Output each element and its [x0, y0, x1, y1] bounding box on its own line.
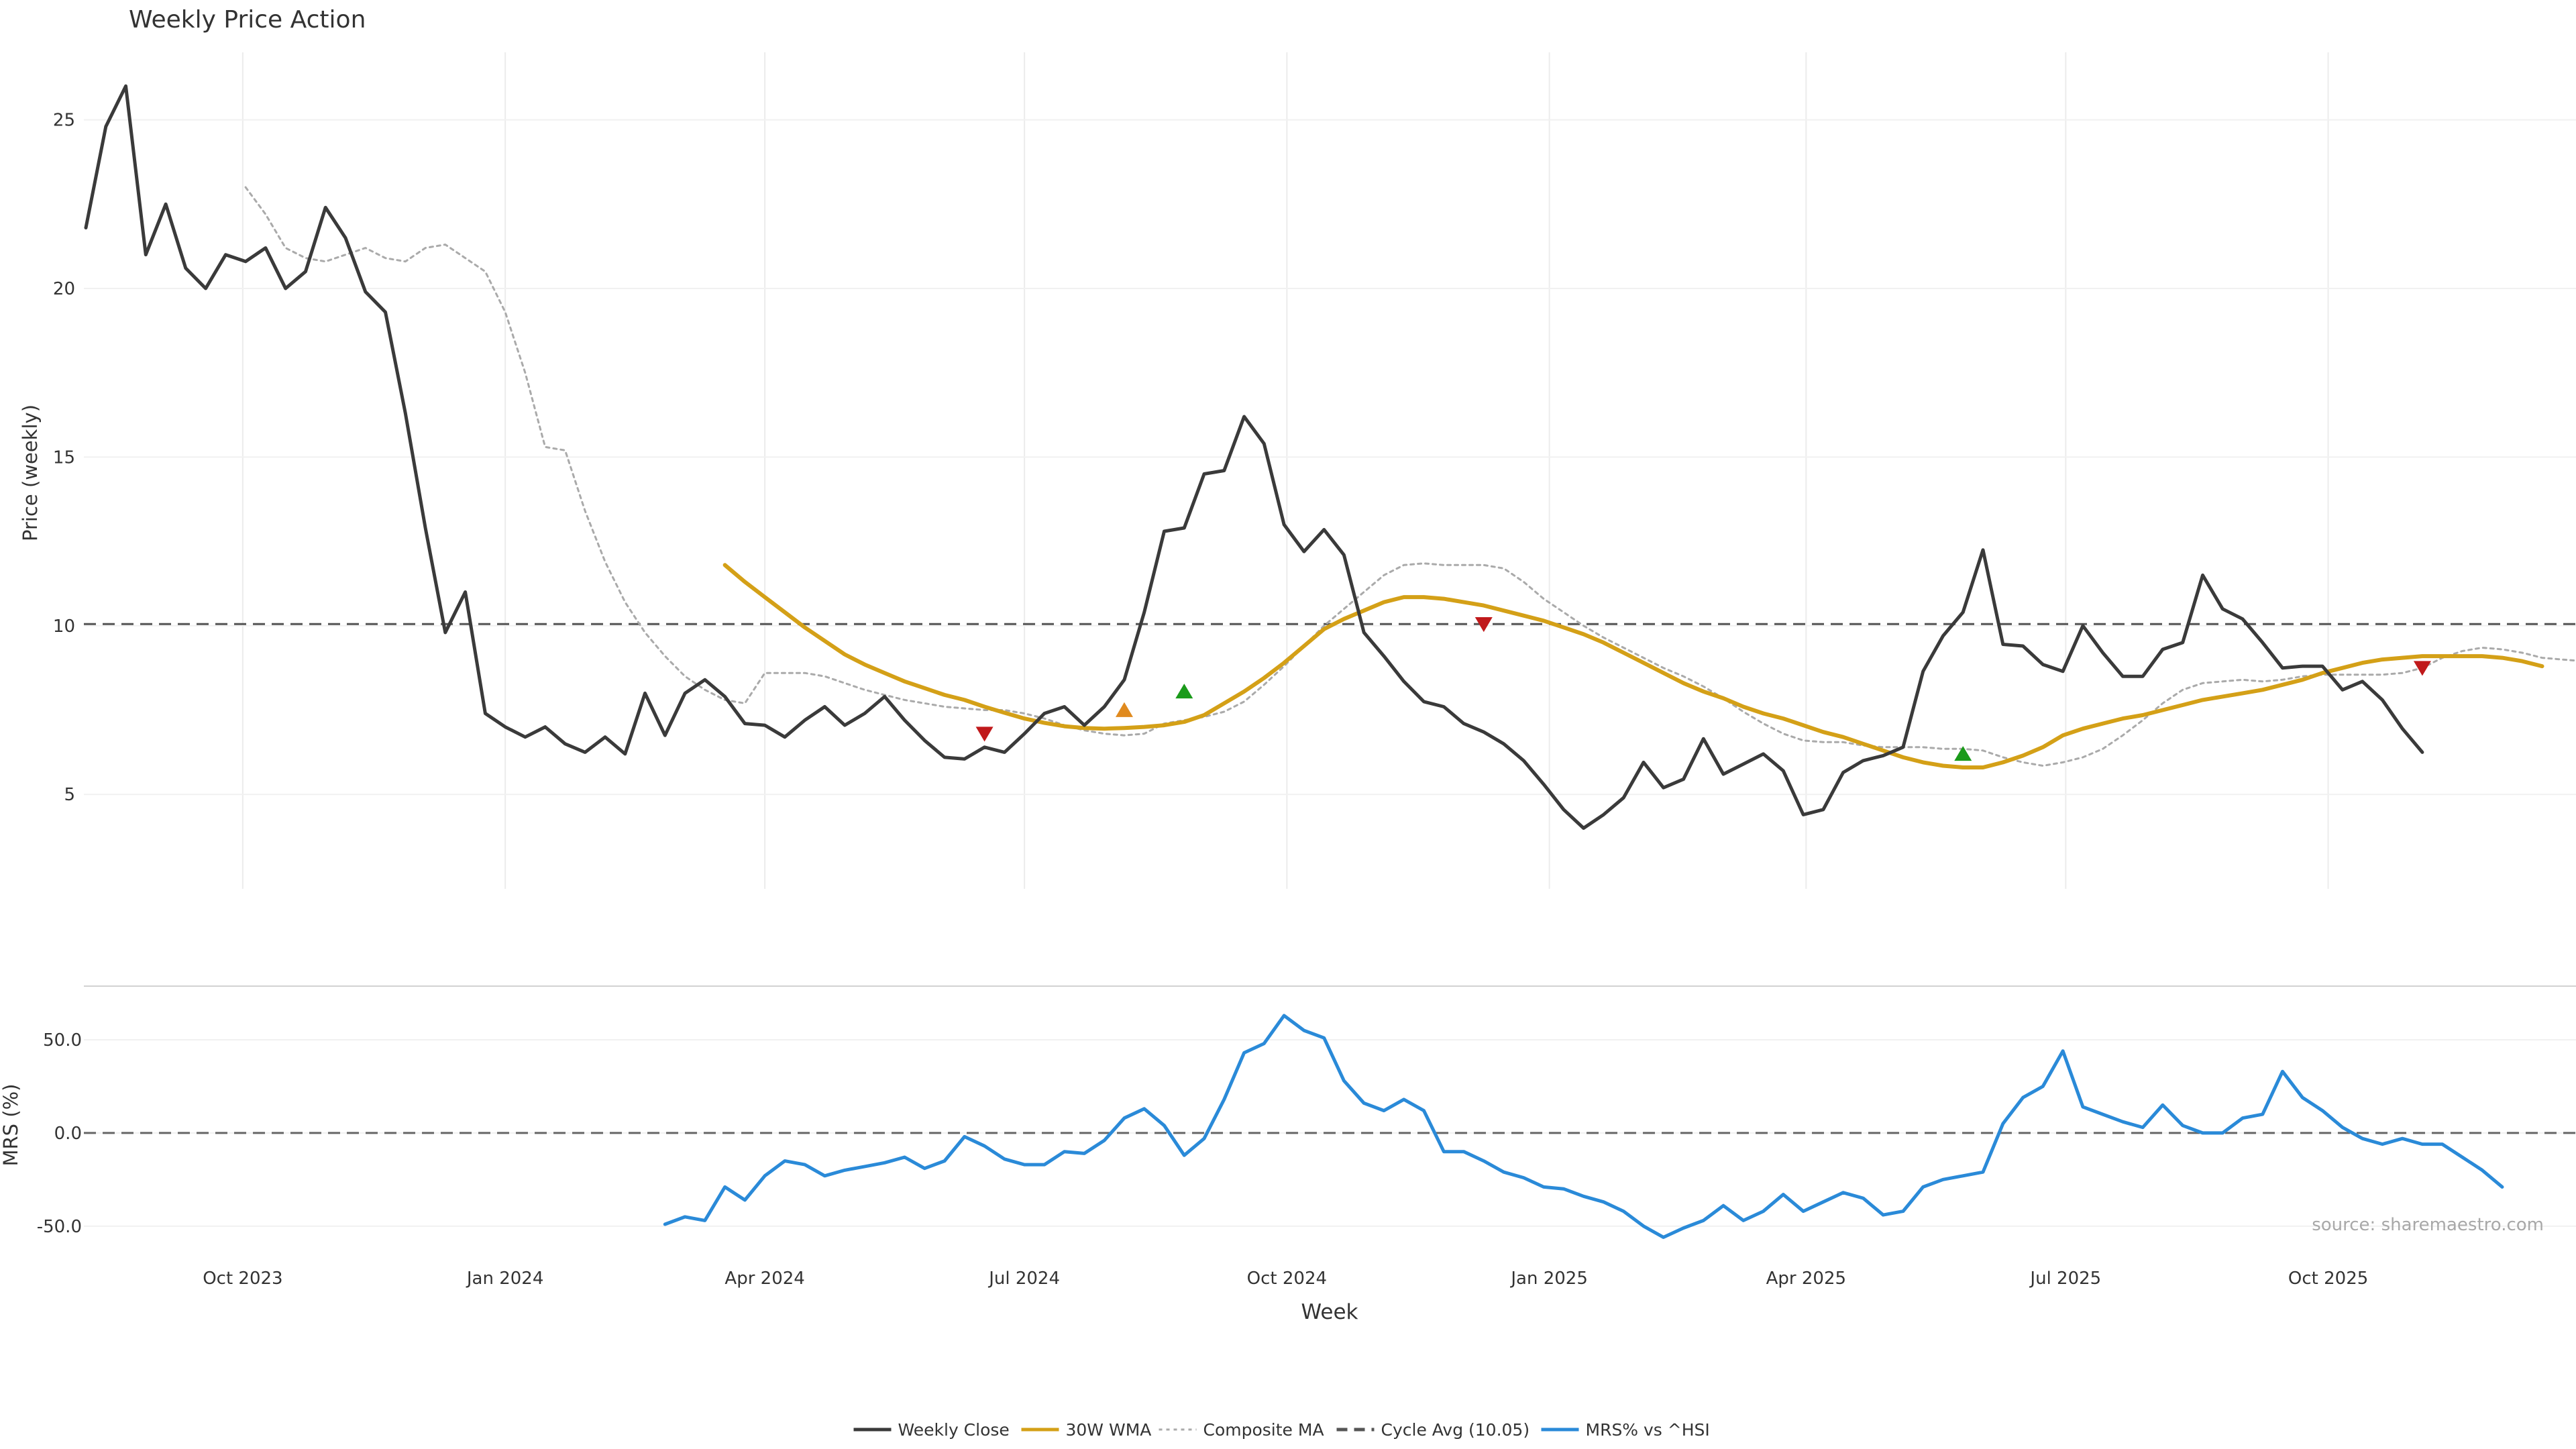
legend-label: Cycle Avg (10.05)	[1381, 1420, 1530, 1440]
price-y-tick-label: 20	[53, 279, 75, 299]
wma-30w-line	[722, 563, 2544, 769]
weekly-close-line	[84, 84, 2424, 830]
sell-signal-marker	[975, 727, 994, 742]
legend-item: 30W WMA	[1021, 1420, 1152, 1440]
x-tick-label: Oct 2023	[203, 1269, 282, 1289]
mrs-axis-label: MRS (%)	[0, 1084, 22, 1167]
sell-signal-marker	[1474, 616, 1493, 633]
x-tick-label: Oct 2024	[1247, 1269, 1327, 1289]
legend-label: Composite MA	[1203, 1420, 1324, 1440]
sell-signal-marker	[2413, 661, 2431, 676]
mrs-y-tick-label: -50.0	[37, 1217, 82, 1237]
legend-label: Weekly Close	[898, 1420, 1010, 1440]
chart-title: Weekly Price Action	[129, 6, 366, 34]
price-y-tick-label: 15	[53, 447, 75, 468]
price-panel-grid	[84, 52, 2576, 889]
x-tick-label: Apr 2025	[1766, 1269, 1846, 1289]
legend: Weekly Close 30W WMA Composite MA Cycle Avg…	[853, 1420, 1710, 1440]
buy-signal-marker	[1175, 684, 1193, 699]
legend-item: MRS% vs ^HSI	[1541, 1420, 1710, 1440]
signal-markers	[975, 616, 2431, 761]
x-tick-label: Oct 2025	[2288, 1269, 2368, 1289]
price-y-tick-label: 25	[53, 111, 75, 131]
legend-label: MRS% vs ^HSI	[1586, 1420, 1710, 1440]
x-axis-label: Week	[1301, 1300, 1358, 1324]
x-tick-label: Apr 2024	[724, 1269, 804, 1289]
buy-signal-marker	[1115, 702, 1133, 717]
price-y-tick-label: 10	[53, 616, 75, 637]
x-tick-label: Jul 2024	[987, 1269, 1060, 1289]
legend-label: 30W WMA	[1066, 1420, 1152, 1440]
x-tick-label: Jan 2024	[466, 1269, 544, 1289]
x-tick-label: Jan 2025	[1509, 1269, 1588, 1289]
mrs-y-tick-label: 0.0	[54, 1124, 82, 1144]
legend-item: Cycle Avg (10.05)	[1336, 1420, 1530, 1440]
legend-item: Composite MA	[1159, 1420, 1324, 1440]
series-layer	[84, 84, 2576, 1239]
legend-item: Weekly Close	[853, 1420, 1010, 1440]
price-y-tick-label: 5	[64, 785, 75, 805]
mrs-y-tick-label: 50.0	[43, 1030, 82, 1051]
price-axis-label: Price (weekly)	[19, 405, 42, 541]
mrs-y-axis: 50.0 0.0 -50.0	[37, 1030, 82, 1237]
x-tick-label: Jul 2025	[2029, 1269, 2101, 1289]
source-label: source: sharemaestro.com	[2312, 1215, 2544, 1235]
composite-ma-line	[244, 186, 2576, 767]
buy-signal-marker	[1954, 746, 1972, 761]
price-y-axis: 5 10 15 20 25	[53, 111, 75, 806]
mrs-line	[663, 1014, 2504, 1239]
x-axis: Oct 2023 Jan 2024 Apr 2024 Jul 2024 Oct 2024…	[203, 1269, 2368, 1289]
